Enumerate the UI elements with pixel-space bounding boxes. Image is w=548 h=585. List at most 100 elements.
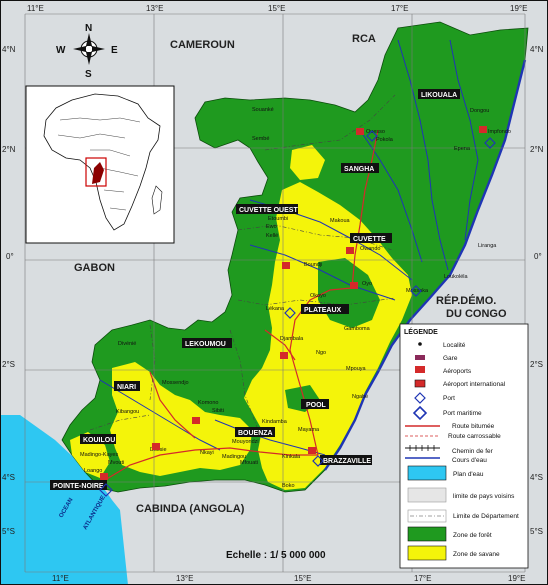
town-ouesso: Ouesso bbox=[366, 129, 385, 135]
town-ewo: Ewo bbox=[266, 224, 277, 230]
legend-zone-savane: Zone de savane bbox=[453, 551, 500, 558]
right-label-0: 0° bbox=[534, 252, 542, 261]
dept-kouilou: KOUILOU bbox=[83, 437, 115, 444]
town-mvouti: Mvouti bbox=[108, 460, 124, 466]
town-gamboma: Gamboma bbox=[344, 326, 371, 332]
town-madingou: Madingou bbox=[222, 454, 246, 460]
town-loango: Loango bbox=[84, 468, 102, 474]
top-label-13e: 13°E bbox=[146, 4, 163, 13]
legend: LÉGENDE Localité Gare Aéroports Aéroport… bbox=[399, 323, 529, 569]
town-makoua: Makoua bbox=[330, 218, 351, 224]
town-kelle: Kellé bbox=[266, 233, 278, 239]
dept-pool: POOL bbox=[306, 402, 327, 409]
town-loukolela: Loukoléla bbox=[444, 274, 468, 280]
right-label-5s: 5°S bbox=[530, 527, 543, 536]
town-kindamba: Kindamba bbox=[262, 419, 288, 425]
legend-gare: Gare bbox=[443, 355, 458, 362]
right-label-2n: 2°N bbox=[530, 145, 544, 154]
top-label-15e: 15°E bbox=[268, 4, 285, 13]
legend-port-maritime: Port maritime bbox=[443, 410, 482, 417]
label-rdc-1: RÉP.DÉMO. bbox=[436, 294, 496, 307]
left-label-4n: 4°N bbox=[2, 45, 16, 54]
legend-route-bitumee: Route bitumée bbox=[452, 423, 495, 430]
town-liranga: Liranga bbox=[478, 243, 497, 249]
top-label-11e: 11°E bbox=[27, 4, 44, 13]
roads bbox=[104, 129, 379, 481]
dept-sangha: SANGHA bbox=[344, 166, 374, 173]
left-label-2n: 2°N bbox=[2, 145, 16, 154]
town-ngabe: Ngabé bbox=[352, 394, 368, 400]
left-label-2s: 2°S bbox=[2, 360, 15, 369]
town-mfouati: Mfouati bbox=[240, 460, 258, 466]
label-rca: RCA bbox=[352, 33, 376, 45]
right-label-4s: 4°S bbox=[530, 473, 543, 482]
dept-brazzaville: BRAZZAVILLE bbox=[323, 458, 371, 465]
bottom-label-11e: 11°E bbox=[52, 574, 69, 583]
dept-plateaux: PLATEAUX bbox=[304, 307, 342, 314]
bottom-label-17e: 17°E bbox=[414, 574, 431, 583]
left-label-5s: 5°S bbox=[2, 527, 15, 536]
top-label-17e: 17°E bbox=[391, 4, 408, 13]
savanna-north bbox=[290, 145, 325, 180]
legend-route-carrossable: Route carrossable bbox=[448, 433, 501, 440]
town-oyo: Oyo bbox=[362, 281, 372, 287]
legend-title: LÉGENDE bbox=[404, 327, 438, 336]
dept-pointe-noire: POINTE-NOIRE bbox=[53, 483, 104, 490]
top-label-19e: 19°E bbox=[510, 4, 527, 13]
dept-likouala: LIKOUALA bbox=[421, 92, 457, 99]
legend-limite-departement: Limite de Département bbox=[453, 513, 519, 520]
legend-chemin-de-fer: Chemin de fer bbox=[452, 448, 494, 455]
town-mossaka: Mossaka bbox=[406, 288, 429, 294]
town-nkayi: Nkayi bbox=[200, 450, 214, 456]
town-boundji: Boundji bbox=[304, 262, 322, 268]
town-mpouya: Mpouya bbox=[346, 366, 367, 372]
dept-lekoumou: LEKOUMOU bbox=[185, 341, 226, 348]
airport-symbols bbox=[100, 126, 487, 480]
savanna-niari bbox=[110, 362, 252, 476]
africa-inset-map bbox=[25, 85, 175, 244]
town-madingo-kayes: Madingo-Kayes bbox=[80, 452, 118, 458]
department-labels: LIKOUALA SANGHA CUVETTE OUEST CUVETTE PL… bbox=[50, 89, 460, 490]
town-kibangou: Kibangou bbox=[116, 409, 139, 415]
atlantic-ocean bbox=[0, 415, 128, 585]
town-owando: Owando bbox=[360, 246, 381, 252]
right-label-4n: 4°N bbox=[530, 45, 544, 54]
town-epena: Epena bbox=[454, 146, 471, 152]
compass-n: N bbox=[85, 23, 92, 34]
left-label-4s: 4°S bbox=[2, 473, 15, 482]
savanna-zone bbox=[244, 182, 412, 490]
town-mouyondzi: Mouyondzi bbox=[232, 439, 259, 445]
town-lekana: Lékana bbox=[266, 306, 285, 312]
label-gabon: GABON bbox=[74, 262, 115, 274]
town-pokola: Pokola bbox=[376, 137, 394, 143]
town-etoumbi: Etoumbi bbox=[268, 216, 288, 222]
legend-localite: Localité bbox=[443, 342, 466, 349]
rivers bbox=[99, 39, 479, 456]
right-label-2s: 2°S bbox=[530, 360, 543, 369]
town-souanke: Souanké bbox=[252, 107, 274, 113]
town-sembe: Sembé bbox=[252, 136, 269, 142]
bottom-label-15e: 15°E bbox=[294, 574, 311, 583]
compass-rose-icon: N S W E bbox=[56, 23, 118, 80]
bottom-label-19e: 19°E bbox=[508, 574, 525, 583]
town-mayama: Mayama bbox=[298, 427, 320, 433]
town-ngo: Ngo bbox=[316, 350, 326, 356]
town-mossendjo: Mossendjo bbox=[162, 380, 189, 386]
dept-bouenza: BOUENZA bbox=[238, 430, 273, 437]
legend-port: Port bbox=[443, 395, 455, 402]
left-label-0: 0° bbox=[6, 252, 14, 261]
legend-plan-deau: Plan d'eau bbox=[453, 471, 484, 478]
legend-limite-pays: limite de pays voisins bbox=[453, 493, 515, 500]
dept-cuvette-ouest: CUVETTE OUEST bbox=[239, 207, 298, 214]
town-boko: Boko bbox=[282, 483, 295, 489]
towns: Ouesso Pokola Dongou Impfondo Epena Soua… bbox=[80, 107, 511, 489]
dept-cuvette: CUVETTE bbox=[353, 236, 386, 243]
legend-aeroport-international: Aéroport international bbox=[443, 381, 506, 388]
label-rdc-2: DU CONGO bbox=[446, 308, 507, 320]
town-dongou: Dongou bbox=[470, 108, 489, 114]
scale-label: Echelle : 1/ 5 000 000 bbox=[226, 550, 326, 561]
town-sibiti: Sibiti bbox=[212, 408, 224, 414]
town-djambala: Djambala bbox=[280, 336, 304, 342]
port-symbols bbox=[99, 130, 496, 497]
